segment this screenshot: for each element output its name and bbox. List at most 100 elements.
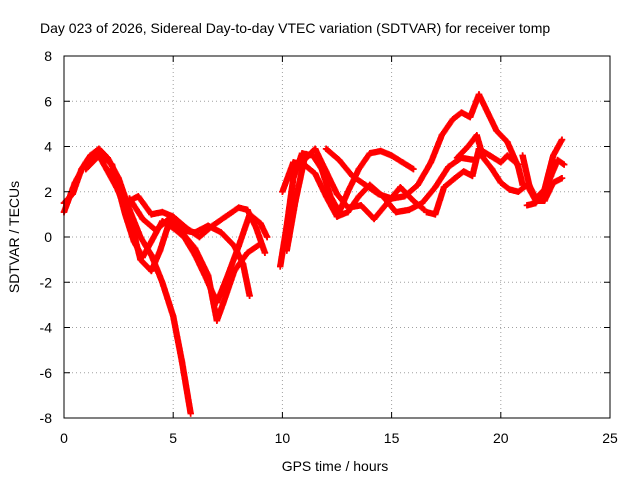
data-point <box>344 208 352 216</box>
data-point <box>246 292 253 300</box>
y-tick-label: -8 <box>40 410 53 426</box>
data-point <box>355 193 363 200</box>
data-point <box>377 147 384 155</box>
data-point <box>252 224 260 232</box>
data-point <box>362 181 369 189</box>
data-point <box>298 150 306 157</box>
series-track-e <box>126 195 253 300</box>
data-point <box>121 199 129 207</box>
data-point <box>170 213 177 220</box>
data-point <box>493 127 500 134</box>
y-tick-label: -4 <box>40 320 53 336</box>
data-point <box>165 215 173 223</box>
data-point <box>388 152 395 159</box>
x-tick-label: 10 <box>275 430 291 446</box>
data-point <box>475 91 483 98</box>
data-point <box>292 197 299 204</box>
data-point <box>469 172 476 180</box>
data-point <box>464 143 472 150</box>
data-point <box>375 190 382 198</box>
data-point <box>235 204 242 211</box>
data-point <box>558 136 566 143</box>
data-point <box>71 179 79 186</box>
data-point <box>170 312 177 320</box>
data-point <box>432 184 439 191</box>
data-point <box>156 247 164 254</box>
data-point <box>244 249 251 257</box>
data-point <box>126 195 133 202</box>
data-point <box>322 145 330 152</box>
series-track-m <box>523 156 568 209</box>
y-tick-label: -6 <box>40 365 53 381</box>
y-tick-label: -2 <box>40 274 53 290</box>
x-tick-label: 0 <box>60 430 68 446</box>
data-point <box>196 233 203 241</box>
data-point <box>467 113 474 121</box>
data-point <box>139 215 146 223</box>
data-point <box>311 170 319 177</box>
data-point <box>108 161 116 168</box>
data-point <box>159 279 166 286</box>
data-point <box>451 174 459 182</box>
data-point <box>523 202 531 209</box>
x-tick-label: 5 <box>169 430 177 446</box>
data-point <box>438 131 446 139</box>
data-point <box>322 193 330 200</box>
data-point <box>104 165 111 173</box>
data-point <box>504 138 511 146</box>
data-point <box>322 168 330 175</box>
data-marks <box>60 91 568 417</box>
data-point <box>504 152 511 159</box>
data-point <box>484 109 491 116</box>
data-point <box>311 145 319 152</box>
x-tick-label: 15 <box>384 430 400 446</box>
data-point <box>418 199 426 207</box>
data-point <box>222 213 229 220</box>
data-point <box>95 152 103 159</box>
data-point <box>82 159 90 166</box>
data-point <box>218 229 225 236</box>
data-point <box>445 163 452 171</box>
data-point <box>279 188 286 195</box>
y-tick-label: 4 <box>44 139 52 155</box>
data-point <box>335 156 343 164</box>
data-point <box>93 147 100 155</box>
data-point <box>152 227 159 234</box>
data-point <box>410 165 417 173</box>
data-point <box>427 159 435 166</box>
data-point <box>148 251 155 259</box>
data-point <box>231 242 238 250</box>
data-point <box>191 229 199 236</box>
data-point <box>239 260 247 268</box>
data-point <box>410 197 417 204</box>
x-tick-label: 20 <box>493 430 509 446</box>
data-point <box>333 190 341 198</box>
data-point <box>547 172 555 180</box>
data-point <box>178 358 186 365</box>
data-point <box>137 233 144 241</box>
y-tick-label: 0 <box>44 229 52 245</box>
data-point <box>558 174 566 182</box>
data-point <box>283 247 290 254</box>
data-point <box>519 152 526 159</box>
data-point <box>515 188 522 195</box>
grid <box>64 56 610 418</box>
data-point <box>290 159 297 166</box>
data-point <box>554 156 561 164</box>
data-point <box>401 193 408 200</box>
data-point <box>532 199 539 207</box>
data-point <box>301 161 308 168</box>
data-point <box>486 152 494 159</box>
data-point <box>148 238 155 245</box>
data-point <box>541 188 548 195</box>
data-point <box>148 267 155 275</box>
data-point <box>506 186 513 193</box>
series-track-a <box>60 145 194 417</box>
data-point <box>392 208 400 216</box>
data-point <box>370 215 378 223</box>
data-point <box>397 184 404 191</box>
y-tick-label: 8 <box>44 48 52 64</box>
data-point <box>458 109 465 116</box>
data-point <box>497 159 504 166</box>
